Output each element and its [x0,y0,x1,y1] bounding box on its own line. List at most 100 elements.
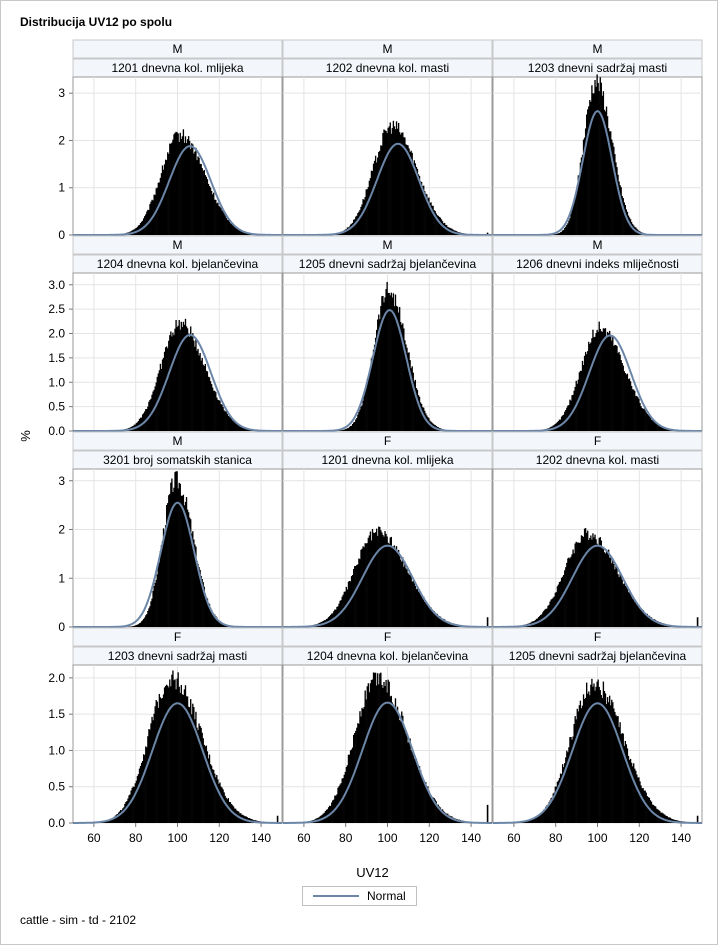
histogram-bar [630,222,633,235]
histogram-bar [601,698,604,823]
histogram-bar [362,400,364,431]
x-tick-label: 120 [419,831,439,845]
histogram-bar [343,429,345,431]
histogram-bar [444,224,447,235]
histogram-bar [181,495,184,627]
histogram-bar [408,574,410,627]
histogram-bar [141,620,144,627]
histogram-bar [350,576,353,627]
histogram-bar [356,417,358,431]
histogram-bar [387,127,389,235]
histogram-bar [592,329,594,431]
histogram-bar [588,341,590,431]
histogram-bar [427,198,429,235]
trait-label: 3201 broj somatskih stanica [103,453,252,467]
histogram-bar [647,797,650,823]
histogram-bar [597,82,599,235]
histogram-bar [344,771,346,823]
histogram-bar [376,329,378,431]
histogram-bar [593,337,595,431]
histogram-bar [408,352,410,431]
histogram-bar [607,549,610,627]
histogram-bar [447,813,449,823]
histogram-bar [144,755,146,823]
histogram-bar [171,142,173,235]
histogram-bar [628,759,631,823]
histogram-bar [211,194,214,235]
histogram-bar [190,699,192,823]
histogram-bar [155,579,157,627]
histogram-bar [139,766,142,823]
histogram-bar [613,564,615,627]
histogram-bar [413,160,415,235]
histogram-bar [174,679,176,823]
histogram-bar [181,694,184,823]
histogram-bar [421,407,424,431]
histogram-bar [176,327,178,431]
histogram-bar [561,230,564,235]
histogram-bar [193,153,195,235]
histogram-bar [557,233,560,235]
histogram-bar [204,175,207,235]
histogram-bar [558,582,561,627]
histogram-bar [442,810,445,823]
histogram-bar [618,351,620,431]
histogram-bar [441,221,444,235]
histogram-bar [436,215,438,235]
histogram-bar [357,414,359,431]
histogram-bar [438,806,441,823]
histogram-bar [581,536,584,627]
histogram-bar [389,537,391,627]
histogram-bar [389,696,391,823]
histogram-bar [634,390,636,431]
histogram-bar [591,678,593,823]
histogram-bar [638,604,640,627]
histogram-bar [354,566,356,627]
histogram-bar [486,232,489,235]
histogram-bar [626,748,629,823]
histogram-bar [610,557,612,627]
histogram-bar [198,355,200,431]
histogram-bar [608,330,611,431]
histogram-bar [355,419,357,431]
histogram-bar [439,616,442,627]
histogram-bar [368,535,371,627]
histogram-bar [555,786,558,823]
histogram-bar [368,692,371,823]
histogram-bar [179,483,181,627]
histogram-bar [659,425,661,431]
histogram-bar [166,346,168,431]
histogram-bar [577,542,579,627]
histogram-bar [644,410,646,431]
histogram-bar [425,413,427,431]
histogram-bar [150,601,152,627]
histogram-bar [390,292,392,431]
histogram-bar [181,326,184,431]
histogram-bar [178,320,180,431]
histogram-bar [527,820,529,823]
histogram-bar [150,723,152,823]
histogram-bar [561,576,564,627]
histogram-bar [136,776,139,823]
histogram-bar [149,729,151,823]
chart-title: Distribucija UV12 po spolu [20,15,173,29]
histogram-bar [602,681,605,823]
normal-curve [493,334,702,432]
histogram-bar [130,626,132,627]
y-tick-label: 1.0 [48,375,65,389]
histogram-bar [425,193,427,235]
histogram-bar [599,77,601,235]
histogram-bar [365,699,367,823]
histogram-bar [638,398,640,431]
histogram-bar [418,175,421,235]
histogram-bar [630,385,633,431]
sex-strip [282,431,493,451]
histogram-bar [412,164,414,235]
histogram-bar [410,368,412,431]
histogram-bar [603,109,606,235]
histogram-bar [640,608,642,627]
histogram-bar [159,177,162,235]
histogram-bar [582,536,585,627]
histogram-bar [205,597,208,627]
histogram-bar [124,803,126,823]
